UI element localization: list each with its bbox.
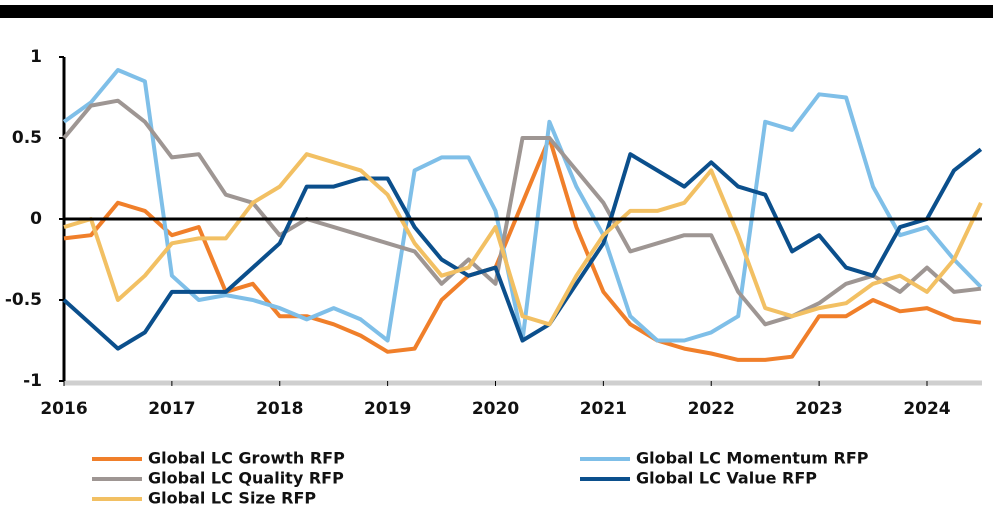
series-line (62, 147, 983, 351)
x-tick-label: 2023 (795, 399, 842, 419)
legend-label: Global LC Momentum RFP (636, 449, 869, 468)
x-tick-label: 2021 (580, 399, 627, 419)
series-line (63, 136, 982, 362)
x-tick-label: 2019 (364, 399, 411, 419)
y-tick-label: 1 (30, 47, 42, 67)
x-tick-label: 2024 (903, 399, 950, 419)
y-tick-label: 0 (30, 209, 42, 229)
legend-label: Global LC Value RFP (636, 469, 817, 488)
legend-label: Global LC Quality RFP (148, 469, 344, 488)
x-tick-label: 2018 (256, 399, 303, 419)
y-tick-label: 0.5 (12, 128, 42, 148)
x-tick-label: 2016 (40, 399, 87, 419)
top-band (0, 5, 993, 18)
series-line (62, 98, 982, 327)
x-tick-label: 2022 (688, 399, 735, 419)
legend-label: Global LC Size RFP (148, 489, 316, 508)
x-tick-label: 2017 (148, 399, 195, 419)
series-line (63, 152, 983, 327)
y-tick-label: -0.5 (5, 290, 42, 310)
y-tick-label: -1 (23, 371, 42, 391)
legend-label: Global LC Growth RFP (148, 449, 345, 468)
x-tick-label: 2020 (472, 399, 519, 419)
